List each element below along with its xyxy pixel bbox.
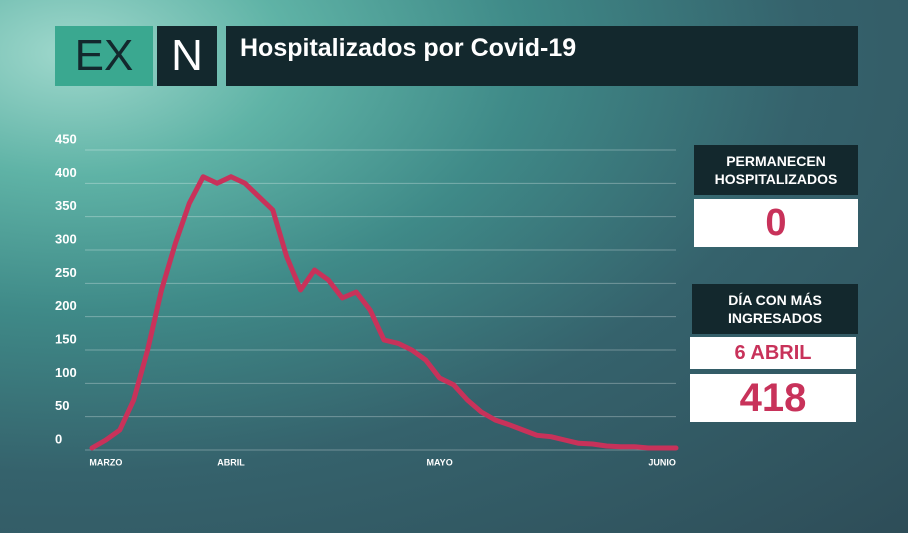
chart-title: Hospitalizados por Covid-19: [226, 26, 858, 86]
x-tick-label: JUNIO: [648, 457, 676, 467]
y-tick-label: 200: [55, 298, 77, 313]
y-tick-label: 50: [55, 398, 69, 413]
y-tick-label: 400: [55, 165, 77, 180]
y-tick-label: 0: [55, 431, 62, 446]
peak-date: 6 ABRIL: [690, 337, 856, 369]
current-value: 0: [694, 199, 858, 247]
logo-ex: EX: [55, 26, 153, 86]
y-tick-label: 150: [55, 331, 77, 346]
x-tick-label: ABRIL: [217, 457, 245, 467]
current-label: PERMANECEN HOSPITALIZADOS: [694, 145, 858, 195]
data-line: [89, 174, 679, 451]
peak-label: DÍA CON MÁS INGRESADOS: [692, 284, 858, 334]
y-tick-label: 300: [55, 231, 77, 246]
y-tick-label: 450: [55, 131, 77, 146]
x-tick-label: MARZO: [89, 457, 122, 467]
y-tick-label: 350: [55, 198, 77, 213]
x-tick-label: MAYO: [427, 457, 453, 467]
peak-value: 418: [690, 374, 856, 422]
y-tick-label: 100: [55, 365, 77, 380]
y-tick-label: 250: [55, 265, 77, 280]
logo-n: N: [157, 26, 217, 86]
